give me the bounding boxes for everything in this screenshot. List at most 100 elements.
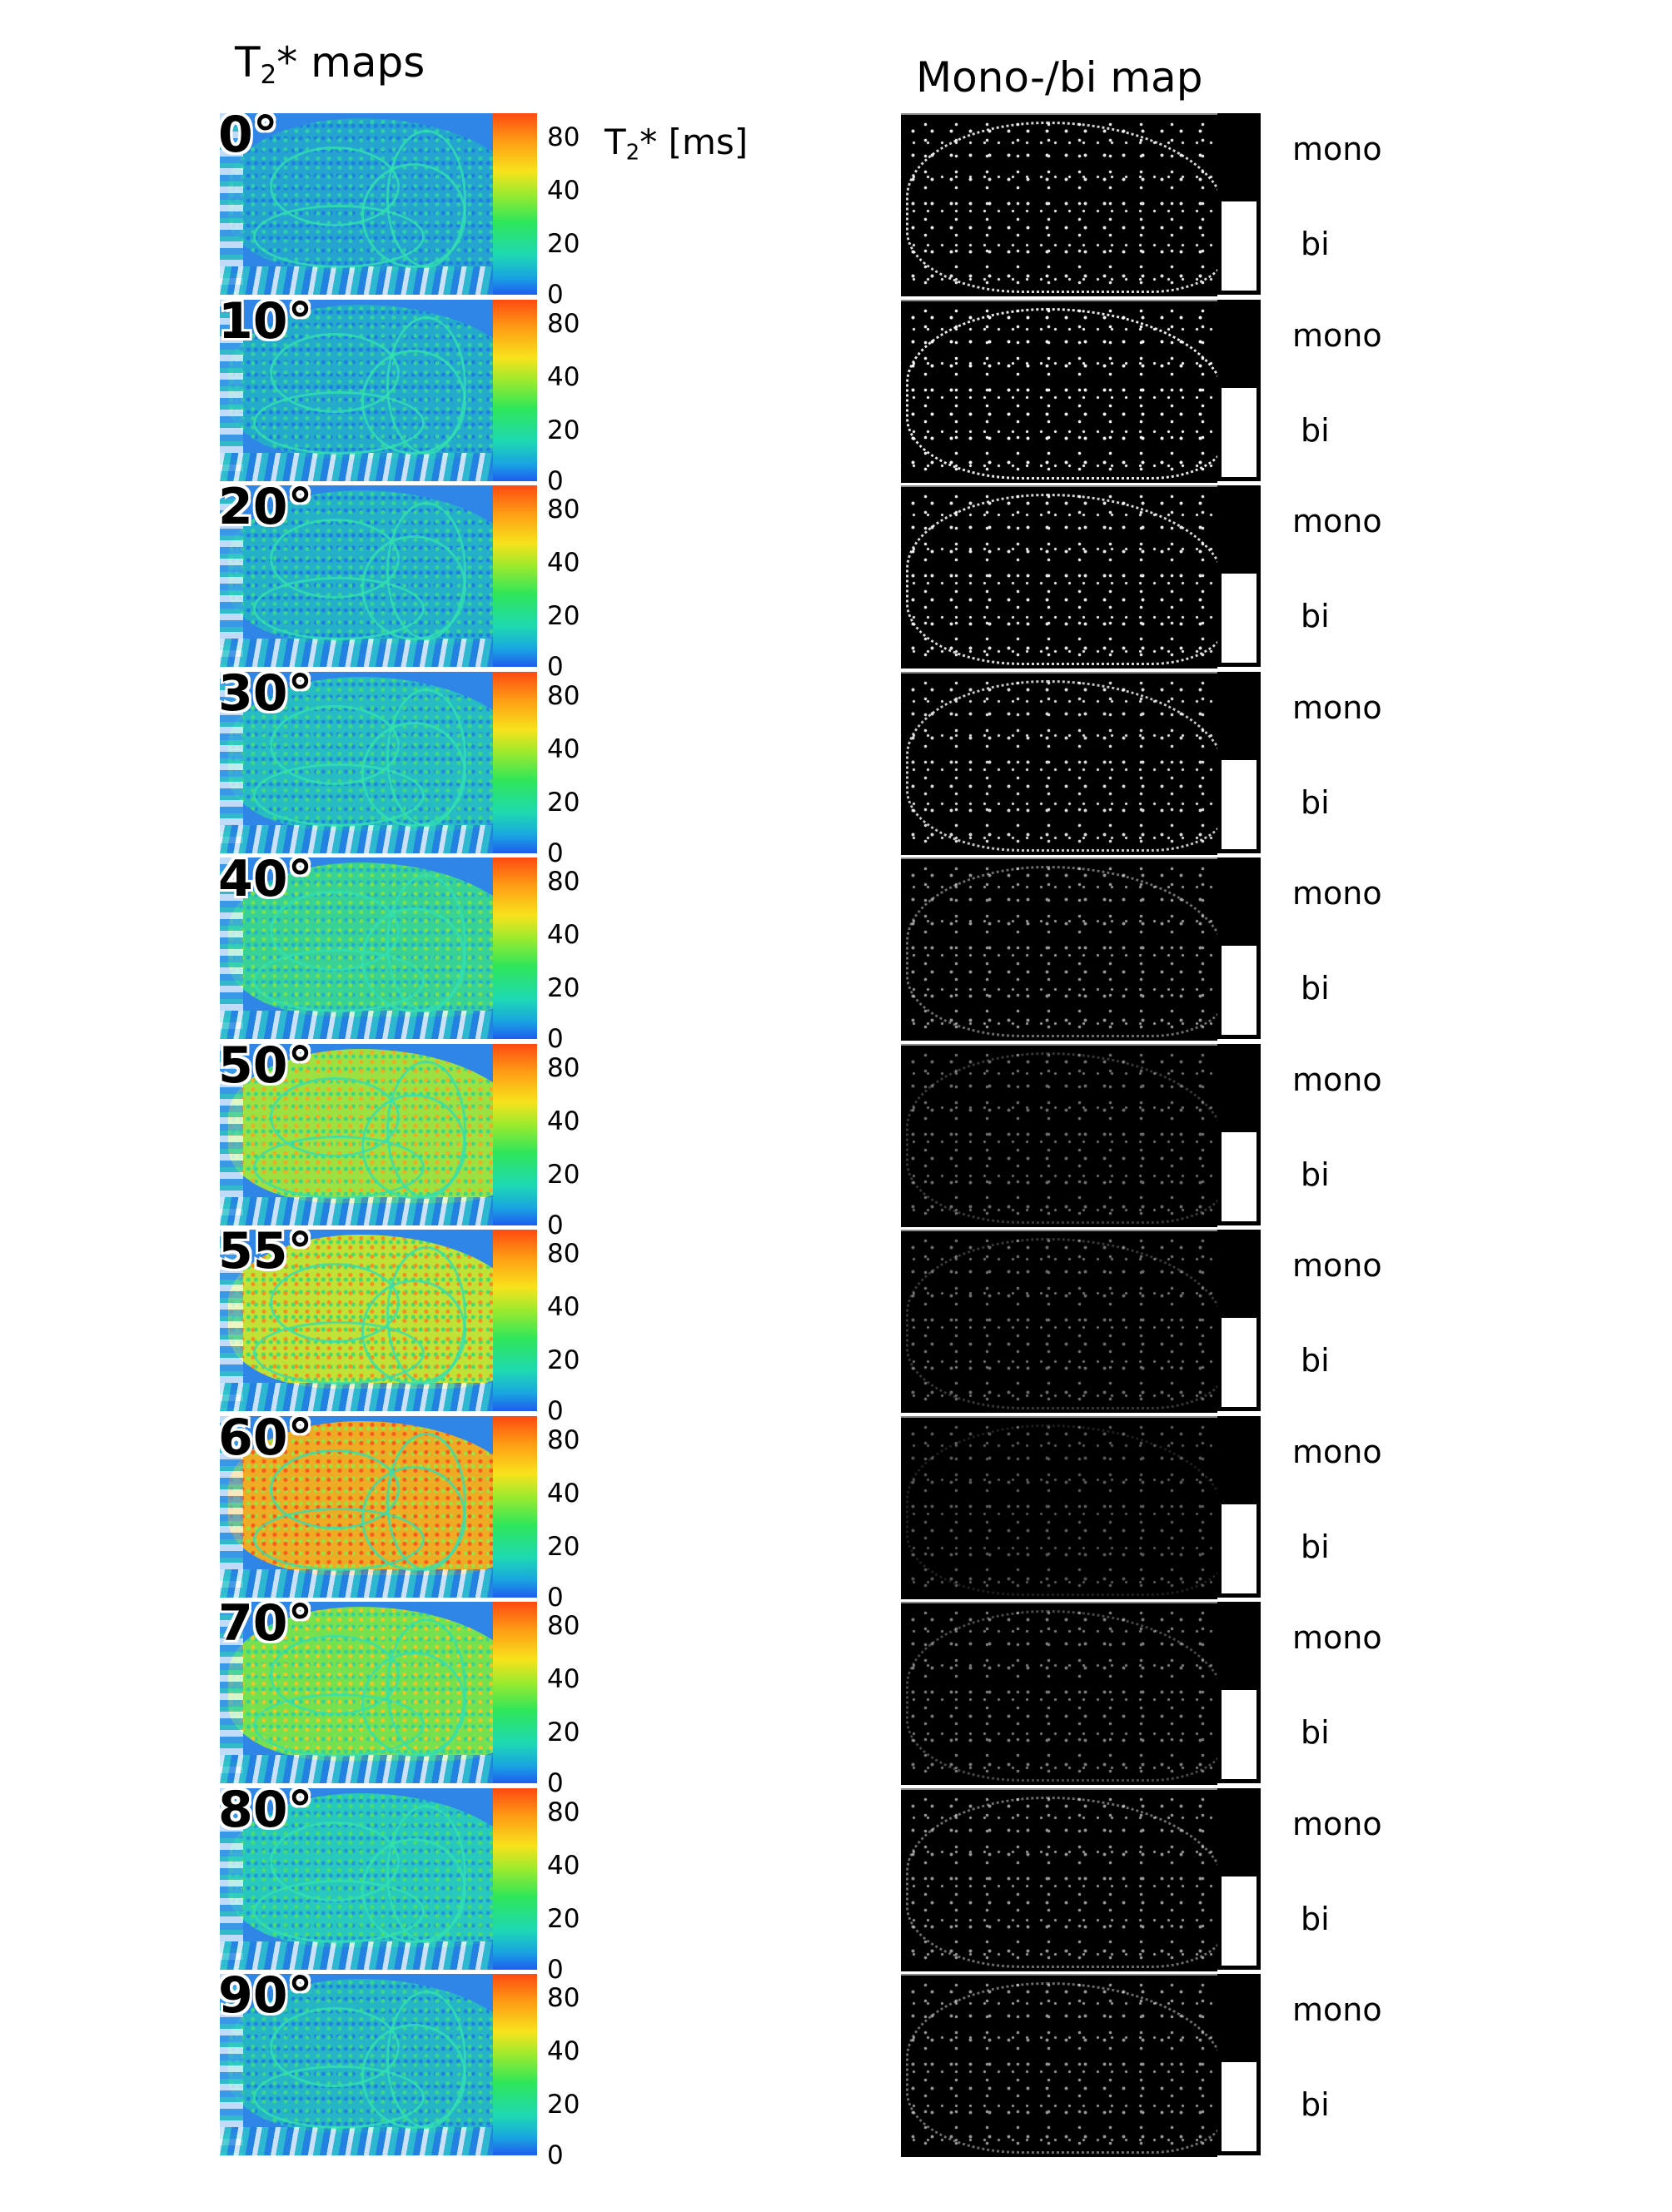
mono-bi-map-outline bbox=[906, 866, 1217, 1037]
t2-map-edge bbox=[220, 300, 243, 481]
legend-bi-label: bi bbox=[1301, 1901, 1330, 1937]
colorbar-tick-label: 20 bbox=[547, 1717, 580, 1747]
colorbar-tick-label: 20 bbox=[547, 1345, 580, 1375]
angle-label: 30° bbox=[218, 664, 313, 723]
t2-map-edge bbox=[220, 1974, 243, 2155]
t2-map-image bbox=[220, 1602, 493, 1783]
t2-map-septum bbox=[386, 130, 466, 268]
colorbar-tick-label: 40 bbox=[547, 1851, 580, 1881]
colorbar-tick-label: 80 bbox=[547, 1239, 580, 1269]
legend-bi-label: bi bbox=[1301, 412, 1330, 449]
t2-map-image bbox=[220, 672, 493, 853]
legend-mono-label: mono bbox=[1292, 503, 1382, 539]
colorbar-tick-label: 20 bbox=[547, 2090, 580, 2120]
colorbar-tick-label: 0 bbox=[547, 1024, 564, 1054]
t2-map-image bbox=[220, 1230, 493, 1411]
t2-map-image bbox=[220, 485, 493, 667]
mono-bi-map-outline bbox=[906, 1982, 1217, 2154]
mono-bi-map-image bbox=[901, 857, 1217, 1041]
t2-colorbar bbox=[493, 1416, 537, 1598]
mono-bi-legend-box bbox=[1217, 1602, 1261, 1783]
t2-map-septum bbox=[386, 1061, 466, 1199]
legend-bi-label: bi bbox=[1301, 226, 1330, 262]
colorbar-tick-label: 40 bbox=[547, 1664, 580, 1694]
bi-swatch bbox=[1222, 1690, 1256, 1779]
t2-map-septum bbox=[386, 502, 466, 640]
mono-bi-map-image bbox=[901, 672, 1217, 855]
colorbar-tick-label: 40 bbox=[547, 1292, 580, 1322]
t2-map-image bbox=[220, 1416, 493, 1598]
colorbar-tick-label: 40 bbox=[547, 1479, 580, 1509]
colorbar-tick-label: 0 bbox=[547, 1583, 564, 1613]
colorbar-tick-label: 80 bbox=[547, 1983, 580, 2013]
t2-colorbar bbox=[493, 857, 537, 1039]
t2-maps-title: T2* maps bbox=[235, 38, 425, 90]
mono-bi-map-outline bbox=[906, 1797, 1217, 1968]
colorbar-tick-label: 20 bbox=[547, 601, 580, 631]
t2-map-edge bbox=[220, 1044, 243, 1225]
t2-map-edge bbox=[220, 1416, 243, 1598]
t2-map-edge bbox=[220, 1230, 243, 1411]
t2-colorbar bbox=[493, 1044, 537, 1225]
mono-bi-map-outline bbox=[906, 1052, 1217, 1224]
mono-bi-map-image bbox=[901, 1788, 1217, 1971]
mono-bi-map-image bbox=[901, 1230, 1217, 1413]
t2-map-edge bbox=[220, 672, 243, 853]
colorbar-tick-label: 40 bbox=[547, 2036, 580, 2066]
colorbar-tick-label: 40 bbox=[547, 920, 580, 950]
t2-map-edge bbox=[220, 1602, 243, 1783]
t2-colorbar bbox=[493, 1230, 537, 1411]
t2-map-image bbox=[220, 857, 493, 1039]
angle-label: 80° bbox=[218, 1781, 313, 1839]
angle-label: 0° bbox=[218, 106, 278, 164]
t2-map-image bbox=[220, 113, 493, 295]
mono-bi-map-outline bbox=[906, 680, 1217, 852]
colorbar-tick-label: 0 bbox=[547, 1396, 564, 1426]
mono-bi-map-outline bbox=[906, 1238, 1217, 1409]
colorbar-tick-label: 40 bbox=[547, 176, 580, 206]
t2-map-septum bbox=[386, 316, 466, 455]
angle-label: 40° bbox=[218, 850, 313, 908]
t2-map-septum bbox=[386, 1433, 466, 1571]
colorbar-tick-label: 80 bbox=[547, 1611, 580, 1641]
t2-unit-label: T2* [ms] bbox=[605, 122, 749, 166]
t2-map-image bbox=[220, 300, 493, 481]
colorbar-tick-label: 80 bbox=[547, 122, 580, 152]
t2-map-septum bbox=[386, 1991, 466, 2129]
colorbar-tick-label: 80 bbox=[547, 1425, 580, 1455]
mono-bi-map-image bbox=[901, 300, 1217, 483]
colorbar-tick-label: 20 bbox=[547, 973, 580, 1003]
legend-mono-label: mono bbox=[1292, 1434, 1382, 1470]
legend-mono-label: mono bbox=[1292, 317, 1382, 354]
mono-bi-map-outline bbox=[906, 308, 1217, 480]
colorbar-tick-label: 80 bbox=[547, 681, 580, 711]
t2-colorbar bbox=[493, 1602, 537, 1783]
mono-bi-map-image bbox=[901, 485, 1217, 669]
colorbar-tick-label: 40 bbox=[547, 548, 580, 578]
bi-swatch bbox=[1222, 1318, 1256, 1407]
mono-bi-legend-box bbox=[1217, 1974, 1261, 2155]
t2-map-fat-layer bbox=[220, 1197, 493, 1225]
colorbar-tick-label: 40 bbox=[547, 362, 580, 392]
colorbar-tick-label: 80 bbox=[547, 309, 580, 339]
colorbar-tick-label: 0 bbox=[547, 2140, 564, 2170]
legend-mono-label: mono bbox=[1292, 689, 1382, 726]
t2-colorbar bbox=[493, 300, 537, 481]
mono-bi-map-outline bbox=[906, 122, 1217, 293]
t2-map-image bbox=[220, 1788, 493, 1970]
legend-bi-label: bi bbox=[1301, 1529, 1330, 1565]
mono-bi-map-outline bbox=[906, 494, 1217, 665]
t2-map-fat-layer bbox=[220, 1383, 493, 1411]
mono-bi-map-image bbox=[901, 1044, 1217, 1227]
mono-bi-legend-box bbox=[1217, 1416, 1261, 1598]
colorbar-tick-label: 0 bbox=[547, 838, 564, 868]
colorbar-tick-label: 80 bbox=[547, 867, 580, 897]
angle-label: 70° bbox=[218, 1594, 313, 1653]
colorbar-tick-label: 0 bbox=[547, 652, 564, 682]
t2-map-septum bbox=[386, 874, 466, 1012]
t2-map-fat-layer bbox=[220, 453, 493, 481]
t2-map-fat-layer bbox=[220, 266, 493, 295]
t2-map-edge bbox=[220, 1788, 243, 1970]
colorbar-tick-label: 0 bbox=[547, 1768, 564, 1798]
mono-bi-map-image bbox=[901, 1602, 1217, 1785]
